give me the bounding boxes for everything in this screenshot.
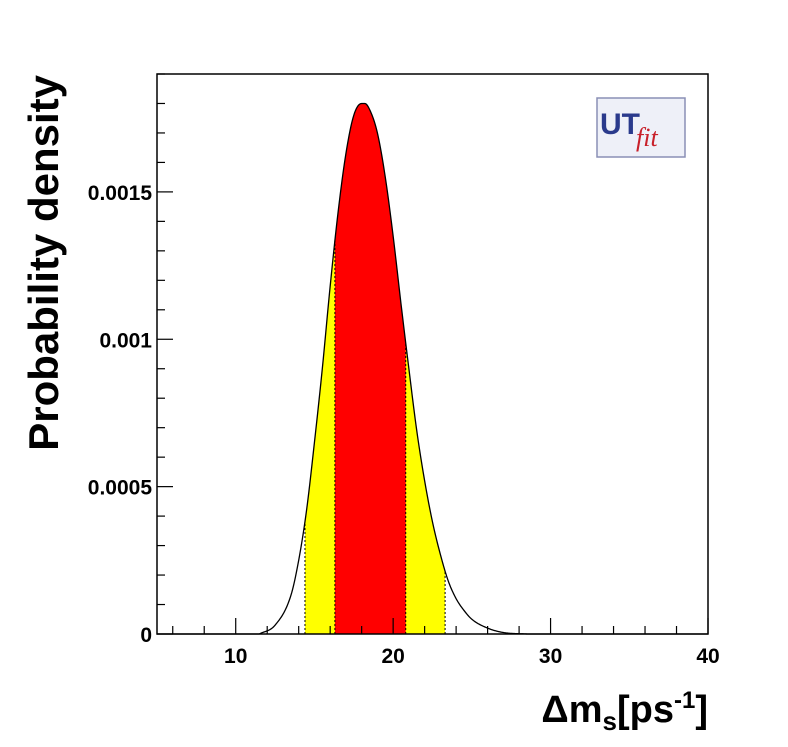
logo-text-sub: fit bbox=[636, 123, 658, 152]
plot-frame bbox=[156, 73, 709, 635]
x-axis-title-unit-close: ] bbox=[695, 689, 708, 731]
y-tick-label: 0.0005 bbox=[88, 477, 153, 500]
interval-area-1 bbox=[334, 103, 406, 635]
logo-text-main: UT bbox=[600, 108, 640, 141]
tick-labels: 10 20 30 40 0 0.0005 0.001 0.0015 bbox=[88, 182, 720, 668]
y-tick-label: 0.001 bbox=[99, 329, 152, 352]
x-axis-title-symbol: Δm bbox=[541, 689, 602, 731]
x-tick-label: 40 bbox=[696, 645, 719, 668]
logo-box bbox=[596, 97, 686, 158]
y-tick-label: 0.0015 bbox=[88, 182, 153, 205]
interval-dividers bbox=[304, 240, 446, 634]
x-tick-label: 30 bbox=[539, 645, 562, 668]
x-tick-label: 10 bbox=[224, 645, 247, 668]
y-tick-label: 0 bbox=[140, 624, 152, 647]
x-tick-label: 20 bbox=[381, 645, 404, 668]
x-axis-title-subscript: s bbox=[603, 706, 617, 736]
x-axis-title: Δms[ps-1] bbox=[541, 687, 708, 736]
y-axis-title: Probability density bbox=[20, 74, 67, 450]
axis-ticks bbox=[157, 73, 709, 635]
distribution-areas bbox=[304, 103, 446, 635]
x-axis-title-unit-open: [ps bbox=[617, 689, 674, 731]
utfit-logo: UT fit bbox=[596, 97, 686, 158]
x-axis-title-superscript: -1 bbox=[674, 687, 695, 714]
